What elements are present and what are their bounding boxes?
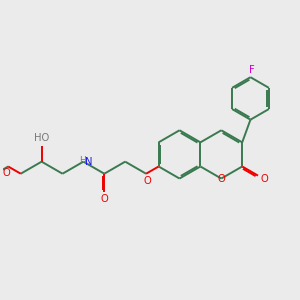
- Text: O: O: [260, 174, 268, 184]
- Text: O: O: [3, 168, 10, 178]
- Text: O: O: [218, 173, 225, 184]
- Text: F: F: [249, 65, 255, 75]
- Text: N: N: [85, 157, 92, 167]
- Text: O: O: [100, 194, 108, 204]
- Text: O: O: [144, 176, 152, 186]
- Text: H: H: [80, 156, 86, 165]
- Text: HO: HO: [34, 133, 49, 143]
